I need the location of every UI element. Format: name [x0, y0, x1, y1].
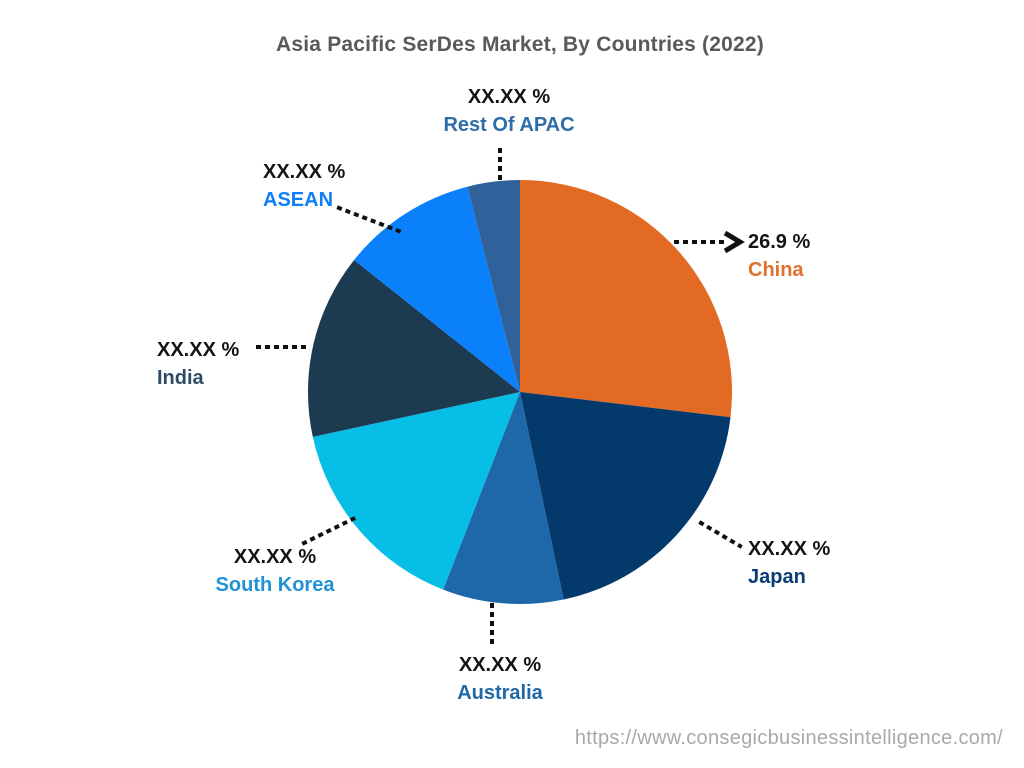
china-percent: 26.9 % [748, 231, 811, 253]
south-korea-country: South Korea [215, 574, 335, 596]
asean-country: ASEAN [263, 189, 334, 211]
australia-country: Australia [457, 682, 543, 704]
pie-slice-australia [443, 392, 564, 605]
japan-percent: XX.XX % [748, 538, 831, 560]
label-australia: XX.XX % Australia [380, 651, 620, 707]
pie-slices [307, 180, 733, 605]
china-arrowhead-icon [723, 230, 745, 254]
leader-line-south-korea [301, 514, 360, 546]
label-south-korea: XX.XX % South Korea [155, 543, 395, 599]
leader-line-asean [336, 205, 407, 236]
india-percent: XX.XX % [157, 339, 240, 361]
label-rest-of-apac: XX.XX % Rest Of APAC [389, 83, 629, 139]
label-india: XX.XX % India [157, 336, 239, 392]
leader-lines [256, 148, 743, 650]
asean-percent: XX.XX % [263, 161, 346, 183]
south-korea-percent: XX.XX % [233, 546, 317, 568]
japan-country: Japan [748, 566, 806, 588]
pie-slice-south-korea [312, 392, 520, 590]
pie-slice-asean [354, 186, 520, 392]
australia-percent: XX.XX % [458, 654, 542, 676]
source-url: https://www.consegicbusinessintelligence… [574, 727, 1003, 749]
pie-slice-india [307, 260, 520, 437]
pie-slice-rest-of-apac [467, 180, 520, 392]
page-title: Asia Pacific SerDes Market, By Countries… [276, 33, 764, 56]
china-country: China [748, 259, 804, 281]
pie-slice-china [520, 180, 733, 418]
rest-of-apac-country: Rest Of APAC [443, 114, 575, 136]
label-japan: XX.XX % Japan [748, 535, 830, 591]
label-china: 26.9 % China [748, 228, 810, 284]
leader-line-japan [698, 520, 743, 549]
label-asean: XX.XX % ASEAN [263, 158, 345, 214]
india-country: India [157, 367, 204, 389]
pie-slice-japan [520, 392, 731, 600]
rest-of-apac-percent: XX.XX % [467, 86, 551, 108]
